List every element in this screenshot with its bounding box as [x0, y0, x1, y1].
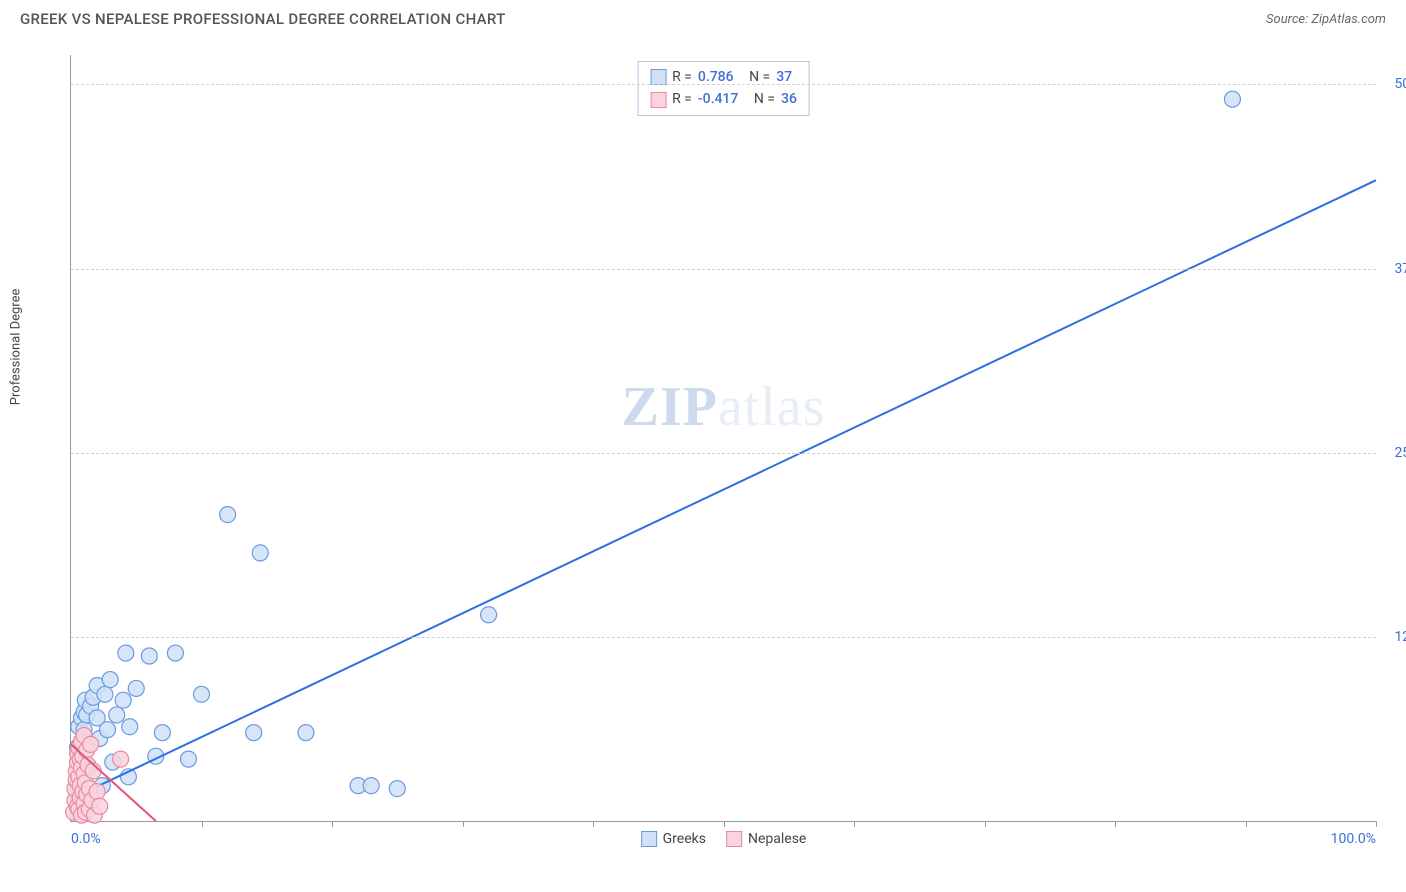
chart-container: Professional Degree ZIPatlas R = 0.786 N… — [20, 40, 1386, 872]
data-point — [1224, 91, 1240, 107]
data-point — [118, 645, 134, 661]
cat-swatch-greeks — [641, 831, 657, 847]
y-tick-label: 37.5% — [1394, 261, 1406, 277]
data-point — [89, 784, 105, 800]
y-axis-label: Professional Degree — [9, 289, 24, 406]
legend-swatch-nepalese — [650, 92, 666, 108]
data-point — [363, 778, 379, 794]
data-point — [97, 686, 113, 702]
category-legend: Greeks Nepalese — [641, 831, 807, 847]
plot-area: ZIPatlas R = 0.786 N = 37 R = -0.417 N =… — [70, 55, 1376, 822]
x-min-label: 0.0% — [71, 831, 101, 847]
data-point — [194, 686, 210, 702]
data-point — [128, 680, 144, 696]
n-value-nepalese: 36 — [781, 88, 797, 110]
data-point — [481, 607, 497, 623]
data-point — [154, 725, 170, 741]
data-point — [83, 736, 99, 752]
data-point — [246, 725, 262, 741]
scatter-svg — [71, 55, 1376, 821]
y-tick-label: 12.5% — [1394, 629, 1406, 645]
chart-source: Source: ZipAtlas.com — [1266, 12, 1386, 27]
data-point — [109, 707, 125, 723]
chart-header: GREEK VS NEPALESE PROFESSIONAL DEGREE CO… — [0, 0, 1406, 34]
data-point — [100, 722, 116, 738]
series-legend: R = 0.786 N = 37 R = -0.417 N = 36 — [637, 61, 810, 116]
data-point — [92, 798, 108, 814]
y-tick-label: 25.0% — [1394, 445, 1406, 461]
legend-row-nepalese: R = -0.417 N = 36 — [650, 88, 797, 110]
x-max-label: 100.0% — [1331, 831, 1376, 847]
data-point — [141, 648, 157, 664]
y-tick-label: 50.0% — [1394, 76, 1406, 92]
category-item-nepalese: Nepalese — [726, 831, 806, 847]
legend-swatch-greeks — [650, 69, 666, 85]
data-point — [389, 781, 405, 797]
trend-line — [71, 180, 1376, 799]
data-point — [115, 692, 131, 708]
category-item-greeks: Greeks — [641, 831, 706, 847]
r-value-nepalese: -0.417 — [698, 88, 738, 110]
data-point — [102, 672, 118, 688]
data-point — [220, 507, 236, 523]
data-point — [113, 751, 129, 767]
chart-title: GREEK VS NEPALESE PROFESSIONAL DEGREE CO… — [20, 10, 506, 28]
data-point — [180, 751, 196, 767]
data-point — [298, 725, 314, 741]
cat-swatch-nepalese — [726, 831, 742, 847]
data-point — [122, 719, 138, 735]
data-point — [252, 545, 268, 561]
data-point — [167, 645, 183, 661]
